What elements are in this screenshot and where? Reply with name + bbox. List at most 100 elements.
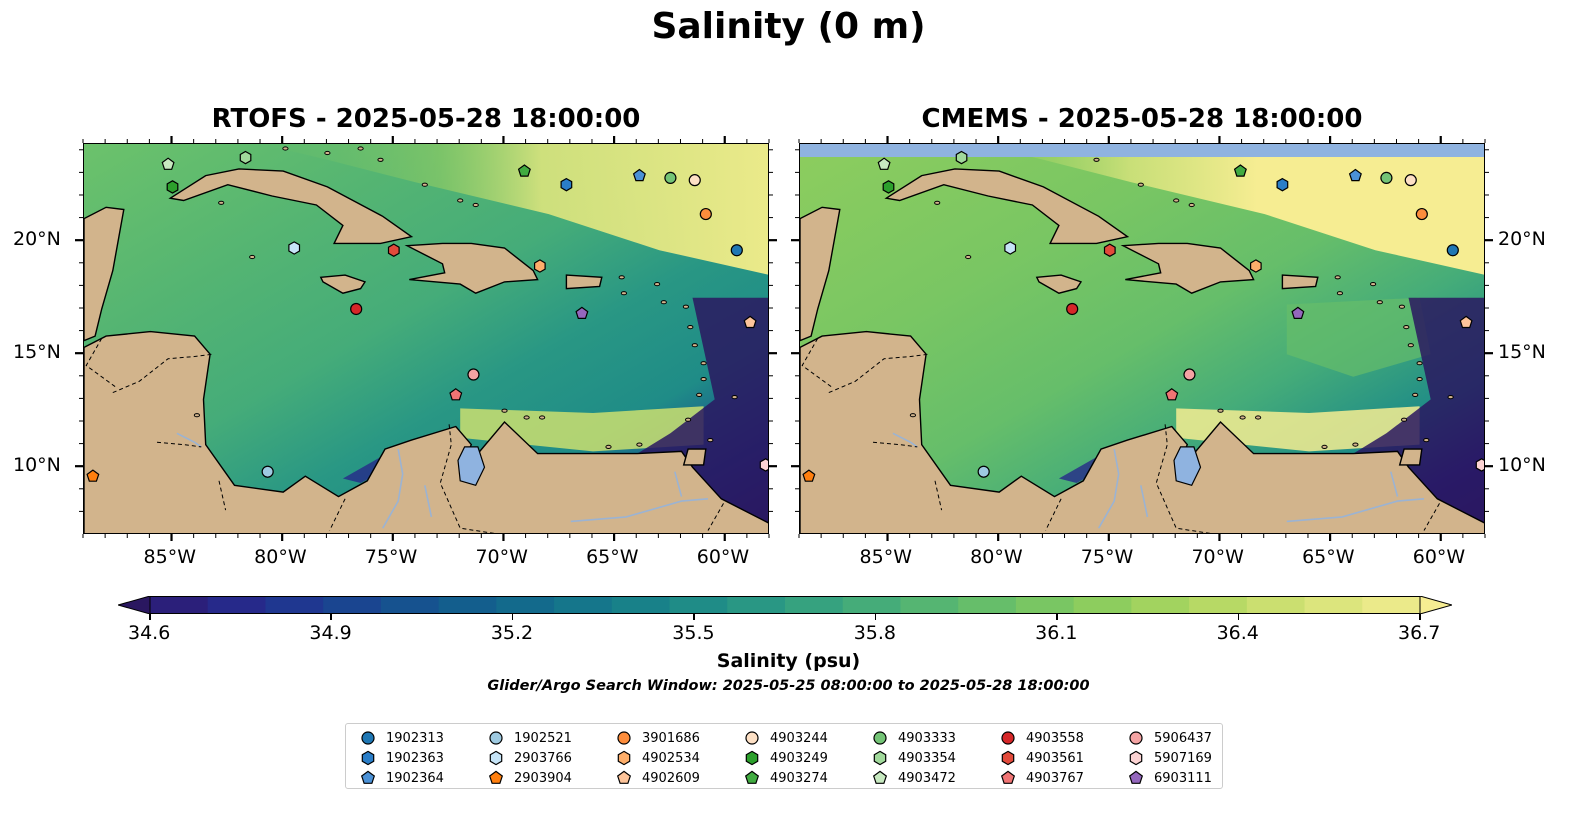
hexagon-marker-icon [361,750,375,766]
float-marker-5906437 [1183,368,1196,381]
float-marker-4902534 [534,259,546,273]
hexagon-marker-icon [1001,750,1015,766]
legend-label: 2903766 [514,750,572,766]
colorbar-tick-label: 35.8 [853,622,897,644]
legend-label: 5907169 [1154,750,1212,766]
colorbar-tick-label: 36.4 [1216,622,1259,644]
colorbar-tick-mark [511,614,514,620]
legend-label: 4903249 [770,750,828,766]
legend-marker-1902363 [361,750,375,766]
lon-tick-label: 70°W [475,546,528,568]
cmems-salinity-map[interactable] [799,143,1485,534]
legend-entry: 4903558 [1000,728,1084,748]
float-marker-4902534 [1250,259,1262,273]
hexagon-marker-icon [745,750,759,766]
figure-title: Salinity (0 m) [651,6,926,47]
legend-marker-4903561 [1001,750,1015,766]
float-marker-4902609 [1459,315,1473,329]
legend-column: 5906437 5907169 6903111 [1128,728,1212,788]
legend-marker-6903111 [1128,770,1144,784]
legend-marker-1902313 [361,731,375,745]
float-marker-3901686 [699,207,712,221]
lon-tick-label: 80°W [970,546,1023,568]
legend-marker-2903766 [489,750,503,766]
colorbar-tick-mark [874,614,877,620]
lat-tick-label: 20°N [1498,228,1546,251]
float-marker-2903766 [1004,241,1017,255]
legend-entry: 4903333 [872,728,956,748]
float-marker-1902364 [1348,168,1362,182]
pentagon-marker-icon [744,770,760,784]
float-marker-4903767 [449,388,463,401]
colorbar-tick-mark [1237,614,1240,620]
float-marker-3901686 [1415,207,1428,221]
float-marker-2903766 [288,241,301,255]
float-marker-4903767 [1165,388,1179,401]
float-marker-1902313 [730,244,743,257]
colorbar-tick-label: 36.7 [1398,622,1441,644]
float-marker-4903244 [688,174,701,187]
legend-entry: 4902534 [616,748,700,768]
float-marker-4903244 [1404,174,1417,187]
float-marker-4903558 [350,302,363,316]
legend-entry: 1902313 [360,728,444,748]
legend-label: 4903354 [898,750,956,766]
float-marker-4903249 [882,180,895,194]
circle-marker-icon [873,731,887,745]
rtofs-salinity-map[interactable] [83,143,769,534]
colorbar-tick-label: 34.6 [128,622,171,644]
float-marker-2903904 [86,469,100,482]
legend-label: 4903558 [1026,730,1084,746]
legend-marker-5907169 [1129,750,1143,766]
hexagon-marker-icon [1129,750,1143,766]
pentagon-marker-icon [872,770,888,784]
float-marker-4903561 [387,243,400,257]
hexagon-marker-icon [873,750,887,766]
legend-marker-1902364 [360,770,376,784]
legend-marker-4903354 [873,750,887,766]
legend-entry: 3901686 [616,728,700,748]
legend-label: 4903244 [770,730,828,746]
circle-marker-icon [1129,731,1143,745]
float-marker-4902609 [743,315,757,329]
hexagon-marker-icon [617,750,631,766]
float-marker-4903249 [166,180,179,194]
circle-marker-icon [745,731,759,745]
colorbar-tick-label: 36.1 [1035,622,1078,644]
pentagon-marker-icon [360,770,376,784]
legend-marker-1902521 [489,731,503,745]
legend-column: 1902313 1902363 1902364 [360,728,444,788]
float-marker-4903274 [517,164,531,177]
lon-tick-label: 75°W [1080,546,1134,568]
legend-column: 4903558 4903561 4903767 [1000,728,1084,788]
legend-label: 4903767 [1026,770,1084,786]
cmems-panel-title: CMEMS - 2025-05-28 18:00:00 [921,104,1363,134]
legend-label: 3901686 [642,730,700,746]
legend-label: 4902534 [642,750,700,766]
pentagon-marker-icon [1000,770,1016,784]
colorbar-tick-label: 34.9 [309,622,352,644]
lon-tick-label: 65°W [1302,546,1355,568]
circle-marker-icon [361,731,375,745]
legend-label: 4903472 [898,770,956,786]
legend-column: 4903244 4903249 4903274 [744,728,828,788]
colorbar-tick-mark [693,614,695,620]
colorbar-tick-mark [1419,614,1421,620]
legend-marker-4903249 [745,750,759,766]
legend-entry: 1902363 [360,748,444,768]
legend-marker-4903558 [1001,731,1015,745]
legend-entry: 2903904 [488,768,572,788]
legend-marker-4903333 [873,731,887,745]
float-marker-4903354 [239,150,252,165]
legend-entry: 5906437 [1128,728,1212,748]
legend-label: 2903904 [514,770,572,786]
colorbar-tick-mark [1056,614,1058,620]
pentagon-marker-icon [488,770,504,784]
legend-column: 3901686 4902534 4902609 [616,728,700,788]
lon-tick-label: 75°W [364,546,418,568]
legend-label: 4903561 [1026,750,1084,766]
circle-marker-icon [489,731,503,745]
salinity-colorbar [118,596,1452,614]
float-marker-4903472 [161,157,175,170]
legend-column: 1902521 2903766 2903904 [488,728,572,788]
